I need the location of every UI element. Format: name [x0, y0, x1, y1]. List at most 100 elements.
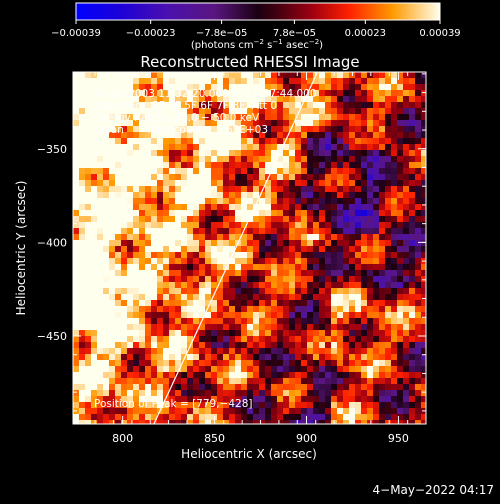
- heatmap-cell: [145, 288, 151, 294]
- heatmap-cell: [127, 180, 133, 186]
- heatmap-cell: [163, 228, 169, 234]
- heatmap-cell: [121, 342, 127, 348]
- heatmap-cell: [73, 354, 79, 360]
- heatmap-cell: [295, 312, 301, 318]
- heatmap-cell: [217, 78, 223, 84]
- heatmap-cell: [211, 264, 217, 270]
- heatmap-cell: [115, 126, 121, 132]
- heatmap-cell: [289, 354, 295, 360]
- heatmap-cell: [283, 348, 289, 354]
- heatmap-cell: [253, 390, 259, 396]
- heatmap-cell: [115, 336, 121, 342]
- heatmap-cell: [421, 348, 426, 354]
- heatmap-cell: [157, 204, 163, 210]
- heatmap-cell: [307, 156, 313, 162]
- heatmap-cell: [241, 336, 247, 342]
- heatmap-cell: [373, 210, 379, 216]
- heatmap-cell: [223, 300, 229, 306]
- heatmap-cell: [229, 180, 235, 186]
- heatmap-cell: [349, 132, 355, 138]
- heatmap-cell: [133, 72, 139, 78]
- heatmap-cell: [133, 96, 139, 102]
- heatmap-cell: [229, 378, 235, 384]
- heatmap-cell: [175, 366, 181, 372]
- heatmap-cell: [295, 204, 301, 210]
- heatmap-cell: [325, 408, 331, 414]
- heatmap-cell: [205, 330, 211, 336]
- heatmap-cell: [361, 354, 367, 360]
- heatmap-cell: [337, 306, 343, 312]
- heatmap-cell: [133, 114, 139, 120]
- heatmap-cell: [421, 360, 426, 366]
- heatmap-cell: [127, 138, 133, 144]
- heatmap-cell: [295, 318, 301, 324]
- heatmap-cell: [409, 108, 415, 114]
- heatmap-cell: [421, 132, 426, 138]
- heatmap-cell: [361, 330, 367, 336]
- heatmap-cell: [169, 96, 175, 102]
- heatmap-cell: [205, 234, 211, 240]
- heatmap-cell: [391, 246, 397, 252]
- heatmap-cell: [403, 180, 409, 186]
- heatmap-cell: [337, 420, 343, 424]
- heatmap-cell: [181, 168, 187, 174]
- heatmap-cell: [79, 114, 85, 120]
- heatmap-cell: [223, 252, 229, 258]
- heatmap-cell: [169, 408, 175, 414]
- heatmap-cell: [199, 384, 205, 390]
- heatmap-cell: [199, 276, 205, 282]
- heatmap-cell: [235, 372, 241, 378]
- heatmap-cell: [367, 84, 373, 90]
- heatmap-cell: [259, 390, 265, 396]
- heatmap-cell: [241, 168, 247, 174]
- heatmap-cell: [403, 126, 409, 132]
- heatmap-cell: [223, 258, 229, 264]
- heatmap-cell: [157, 186, 163, 192]
- heatmap-cell: [289, 228, 295, 234]
- heatmap-cell: [235, 162, 241, 168]
- heatmap-cell: [253, 234, 259, 240]
- heatmap-cell: [289, 180, 295, 186]
- heatmap-cell: [145, 294, 151, 300]
- heatmap-cell: [385, 186, 391, 192]
- heatmap-cell: [331, 270, 337, 276]
- heatmap-cell: [211, 192, 217, 198]
- heatmap-cell: [247, 348, 253, 354]
- heatmap-cell: [235, 396, 241, 402]
- heatmap-cell: [187, 354, 193, 360]
- heatmap-cell: [199, 258, 205, 264]
- heatmap-cell: [367, 300, 373, 306]
- heatmap-cell: [157, 330, 163, 336]
- heatmap-cell: [349, 414, 355, 420]
- heatmap-cell: [373, 360, 379, 366]
- heatmap-cell: [325, 330, 331, 336]
- heatmap-cell: [355, 420, 361, 424]
- heatmap-cell: [391, 114, 397, 120]
- heatmap-cell: [391, 144, 397, 150]
- heatmap-cell: [283, 198, 289, 204]
- heatmap-cell: [343, 360, 349, 366]
- heatmap-cell: [109, 306, 115, 312]
- heatmap-cell: [349, 294, 355, 300]
- heatmap-cell: [343, 372, 349, 378]
- heatmap-cell: [349, 246, 355, 252]
- heatmap-cell: [91, 210, 97, 216]
- heatmap-cell: [247, 384, 253, 390]
- heatmap-cell: [355, 336, 361, 342]
- heatmap-cell: [121, 72, 127, 78]
- heatmap-cell: [247, 264, 253, 270]
- heatmap-cell: [349, 342, 355, 348]
- heatmap-cell: [343, 312, 349, 318]
- heatmap-cell: [349, 318, 355, 324]
- heatmap-cell: [199, 138, 205, 144]
- heatmap-cell: [361, 258, 367, 264]
- heatmap-cell: [97, 306, 103, 312]
- heatmap-cell: [307, 174, 313, 180]
- heatmap-cell: [73, 312, 79, 318]
- heatmap-cell: [283, 180, 289, 186]
- heatmap-cell: [319, 348, 325, 354]
- heatmap-cell: [397, 246, 403, 252]
- heatmap-cell: [91, 120, 97, 126]
- heatmap-cell: [391, 126, 397, 132]
- heatmap-cell: [313, 102, 319, 108]
